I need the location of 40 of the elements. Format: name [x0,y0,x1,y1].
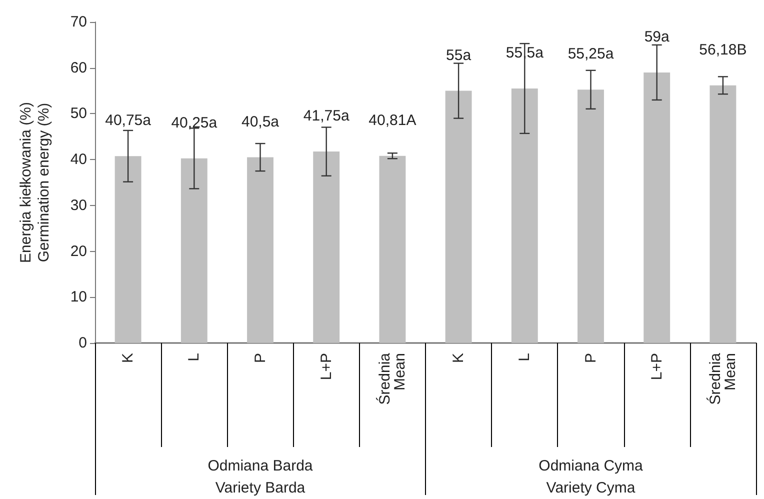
x-tick-label: L+P [648,353,666,380]
bar [578,90,604,343]
data-label: 40,81A [368,112,416,129]
x-tick-label: L+P [318,353,335,380]
x-tick-label: Średnia Mean [706,352,739,405]
x-tick-label: K [450,353,468,364]
text: Odmiana Cyma Variety Cyma [538,458,644,496]
bar [180,158,208,343]
bar [313,152,340,343]
y-tick-label: 50 [70,105,87,122]
x-tick-label: L [186,353,203,362]
bar [445,90,472,343]
data-label: 40,25a [171,114,218,132]
data-label: 59a [644,28,670,46]
bar [710,85,736,343]
y-axis-title: Energia kiełkowania (%) Germination energy (%) [18,102,52,263]
y-tick-label: 10 [70,288,87,306]
bar [644,72,670,343]
data-label: 56,18B [699,41,747,58]
x-tick-label: L [516,353,534,362]
bar [379,156,406,343]
data-label: 40,5a [241,113,280,130]
x-tick-label: K [120,353,137,364]
data-label: 55,25a [568,46,614,63]
y-tick-label: 40 [70,151,87,168]
x-tick-label: P [582,353,600,364]
bar [247,157,274,343]
data-label: 40,75a [105,112,152,130]
x-tick-label: P [252,353,269,364]
bar [114,156,142,343]
data-label: 41,75a [303,108,350,125]
y-tick-label: 60 [70,59,87,76]
x-tick-label: Średnia Mean [375,352,408,405]
y-tick-label: 70 [70,14,87,30]
y-tick-label: 20 [70,242,87,260]
bar [511,88,538,343]
y-tick-label: 0 [78,334,87,352]
data-label: 55a [446,46,472,64]
y-tick-label: 30 [70,196,87,214]
text: Odmiana Barda Variety Barda [208,458,314,496]
